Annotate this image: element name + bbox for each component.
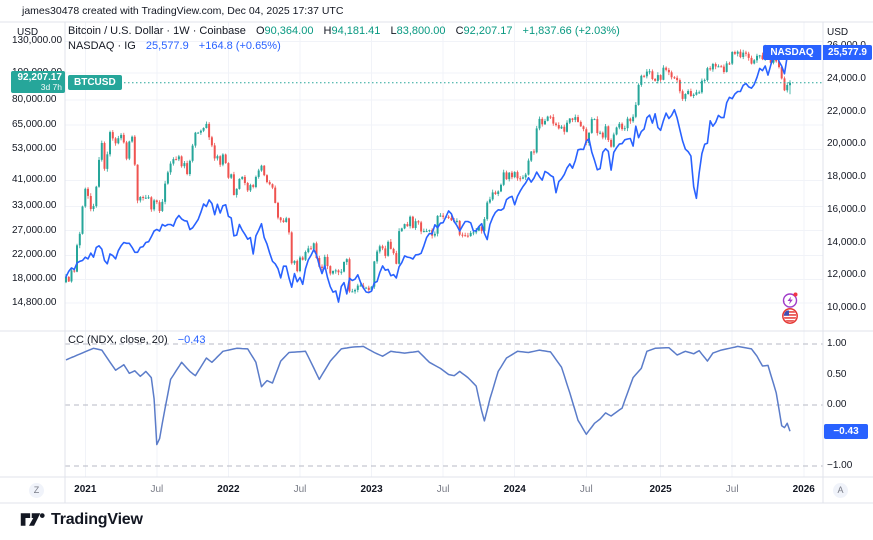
overlay-legend-row[interactable]: NASDAQ · IG 25,577.9 +164.8 (+0.65%) xyxy=(68,39,620,54)
tradingview-logo-text: TradingView xyxy=(51,510,143,528)
scale-label: 80,000.00 xyxy=(12,93,57,105)
open-label: O xyxy=(255,25,265,37)
scale-label: 22,000.00 xyxy=(12,249,57,261)
scale-label: 18,000.0 xyxy=(827,171,866,182)
scale-label: 12,000.0 xyxy=(827,269,866,281)
scale-label: 24,000.0 xyxy=(827,72,866,84)
scale-label: 0.00 xyxy=(827,399,847,410)
time-axis-label: Jul xyxy=(150,484,164,495)
events-refresh-icon[interactable] xyxy=(781,291,799,314)
scale-label: 33,000.00 xyxy=(12,200,57,212)
scale-label: −1.00 xyxy=(827,460,853,471)
btc-current-price: 92,207.17 xyxy=(17,72,63,84)
time-axis-label: 2023 xyxy=(360,484,383,495)
indicator-legend: CC (NDX, close, 20) −0.43 xyxy=(68,333,206,348)
time-axis-label: Jul xyxy=(579,484,593,495)
scroll-right-button[interactable]: A xyxy=(833,483,848,498)
high-value: 94,181.41 xyxy=(331,25,381,37)
time-axis-label: Jul xyxy=(436,484,450,495)
tradingview-logo-mark xyxy=(20,513,45,526)
indicator-title[interactable]: CC (NDX, close, 20) xyxy=(68,334,168,346)
indicator-legend-row[interactable]: CC (NDX, close, 20) −0.43 xyxy=(68,333,206,348)
high-label: H xyxy=(323,25,332,37)
low-value: 83,800.00 xyxy=(396,25,446,37)
scale-label: 53,000.00 xyxy=(12,143,57,155)
open-value: 90,364.00 xyxy=(264,25,314,37)
time-axis-label: 2024 xyxy=(503,484,526,495)
scale-label: 130,000.00 xyxy=(12,35,63,47)
nasdaq-current-value-badge: 25,577.9 xyxy=(823,45,872,61)
scale-label: 1.00 xyxy=(827,338,847,349)
btcusd-series-tag[interactable]: BTCUSD xyxy=(68,75,122,91)
overlay-change: +164.8 (+0.65%) xyxy=(198,40,281,52)
time-axis-label: 2026 xyxy=(792,484,815,495)
scale-label: 20,000.0 xyxy=(827,138,866,150)
left-scale-currency: USD xyxy=(17,27,39,38)
time-axis-label: Jul xyxy=(293,484,307,495)
symbol-title[interactable]: Bitcoin / U.S. Dollar · 1W · Coinbase xyxy=(68,25,246,37)
time-axis[interactable]: Z A 2021 Jul 2022 Jul 2023 Jul 2024 Jul 2025 Jul 2… xyxy=(0,477,873,503)
low-label: L xyxy=(390,25,397,37)
time-axis-label: 2022 xyxy=(217,484,240,495)
close-label: C xyxy=(455,25,464,37)
scale-label: 10,000.0 xyxy=(827,302,866,313)
scale-label: 18,000.00 xyxy=(12,273,57,285)
main-legend: Bitcoin / U.S. Dollar · 1W · Coinbase O9… xyxy=(68,24,620,54)
cc-current-value-badge: −0.43 xyxy=(824,423,868,439)
us-flag-event-icon[interactable] xyxy=(781,307,799,330)
scale-label: 0.50 xyxy=(827,368,847,380)
tradingview-logo[interactable]: TradingView xyxy=(20,509,143,530)
bar-close-countdown: 3d 7h xyxy=(40,82,62,93)
time-axis-label: 2021 xyxy=(74,484,97,495)
close-value: 92,207.17 xyxy=(463,25,513,37)
scale-label: 41,000.00 xyxy=(12,174,57,186)
scale-label: 14,800.00 xyxy=(12,296,57,308)
change-value: +1,837.66 (+2.03%) xyxy=(522,25,620,37)
time-axis-label: Jul xyxy=(725,484,739,495)
scale-label: 16,000.0 xyxy=(827,203,866,215)
indicator-value: −0.43 xyxy=(177,334,206,346)
scale-label: 14,000.0 xyxy=(827,236,866,248)
time-axis-label: 2025 xyxy=(649,484,672,495)
symbol-legend-row[interactable]: Bitcoin / U.S. Dollar · 1W · Coinbase O9… xyxy=(68,24,620,39)
scale-label: 65,000.00 xyxy=(12,118,57,130)
scale-label: 22,000.0 xyxy=(827,105,866,117)
right-scale-currency: USD xyxy=(827,27,849,38)
overlay-title[interactable]: NASDAQ · IG xyxy=(68,40,136,52)
btc-current-price-badge: 92,207.17 3d 7h xyxy=(11,71,65,94)
nasdaq-series-tag[interactable]: NASDAQ xyxy=(763,45,822,61)
overlay-value: 25,577.9 xyxy=(145,40,189,52)
scale-label: 27,000.00 xyxy=(12,224,57,236)
attribution-text: james30478 created with TradingView.com,… xyxy=(22,5,344,17)
scroll-left-button[interactable]: Z xyxy=(29,483,44,498)
